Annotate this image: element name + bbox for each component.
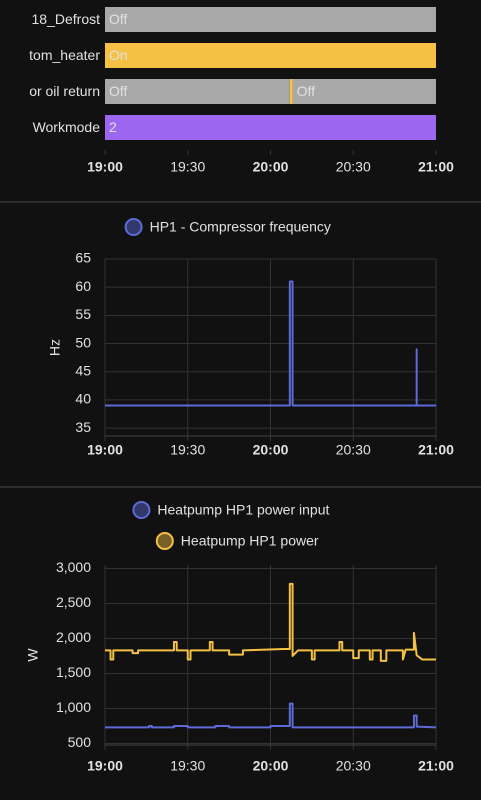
y-tick-label: 45: [75, 362, 91, 378]
series-line: [105, 280, 436, 407]
state-segment: [289, 79, 293, 104]
state-label: Off: [297, 83, 316, 99]
legend-item[interactable]: HP1 - Compressor frequency: [124, 218, 331, 236]
x-tick-label: 19:00: [87, 442, 123, 458]
x-tick-label: 20:30: [336, 159, 371, 175]
y-tick-label: 50: [75, 334, 91, 350]
state-segment: [105, 79, 290, 104]
y-tick-label: 2,000: [56, 629, 91, 645]
state-segment: [105, 115, 436, 140]
state-segment: [105, 43, 436, 68]
x-tick-label: 20:00: [253, 159, 289, 175]
y-tick-label: 1,500: [56, 664, 91, 680]
legend-swatch[interactable]: [124, 218, 143, 236]
y-tick-label: 60: [75, 278, 91, 294]
x-tick-label: 20:30: [336, 758, 371, 774]
row-label: or oil return: [29, 83, 100, 99]
row-label: tom_heater: [29, 47, 100, 63]
y-tick-label: 1,000: [56, 699, 91, 715]
y-tick-label: 35: [75, 419, 91, 435]
x-tick-label: 20:00: [253, 442, 289, 458]
legend-swatch[interactable]: [132, 501, 151, 519]
legend-item[interactable]: Heatpump HP1 power: [155, 532, 319, 550]
series-line: [105, 582, 436, 662]
legend-label[interactable]: HP1 - Compressor frequency: [150, 219, 331, 235]
x-tick-label: 20:30: [336, 442, 371, 458]
x-tick-label: 21:00: [418, 758, 454, 774]
x-tick-label: 21:00: [418, 442, 454, 458]
x-tick-label: 19:00: [87, 159, 123, 175]
y-tick-label: 500: [68, 734, 92, 750]
x-tick-label: 19:00: [87, 758, 123, 774]
x-tick-label: 19:30: [170, 159, 205, 175]
row-label: 18_Defrost: [32, 11, 101, 27]
y-tick-label: 65: [75, 250, 91, 266]
x-tick-label: 19:30: [170, 758, 205, 774]
row-label: Workmode: [33, 119, 101, 135]
state-label: Off: [109, 11, 128, 27]
x-tick-label: 21:00: [418, 159, 454, 175]
y-axis-label: W: [25, 648, 41, 662]
state-label: 2: [109, 119, 117, 135]
y-tick-label: 3,000: [56, 559, 91, 575]
state-label: On: [109, 47, 128, 63]
x-tick-label: 20:00: [253, 758, 289, 774]
legend-label[interactable]: Heatpump HP1 power: [181, 533, 319, 549]
state-label: Off: [109, 83, 128, 99]
x-tick-label: 19:30: [170, 442, 205, 458]
y-tick-label: 55: [75, 306, 91, 322]
series-line: [105, 702, 437, 729]
legend-item[interactable]: Heatpump HP1 power input: [132, 501, 329, 519]
y-tick-label: 40: [75, 391, 91, 407]
state-segment: [292, 79, 436, 104]
legend-swatch[interactable]: [155, 532, 174, 550]
legend-label[interactable]: Heatpump HP1 power input: [157, 502, 329, 518]
y-axis-label: Hz: [47, 339, 63, 356]
y-tick-label: 2,500: [56, 594, 91, 610]
state-segment: [105, 7, 436, 32]
